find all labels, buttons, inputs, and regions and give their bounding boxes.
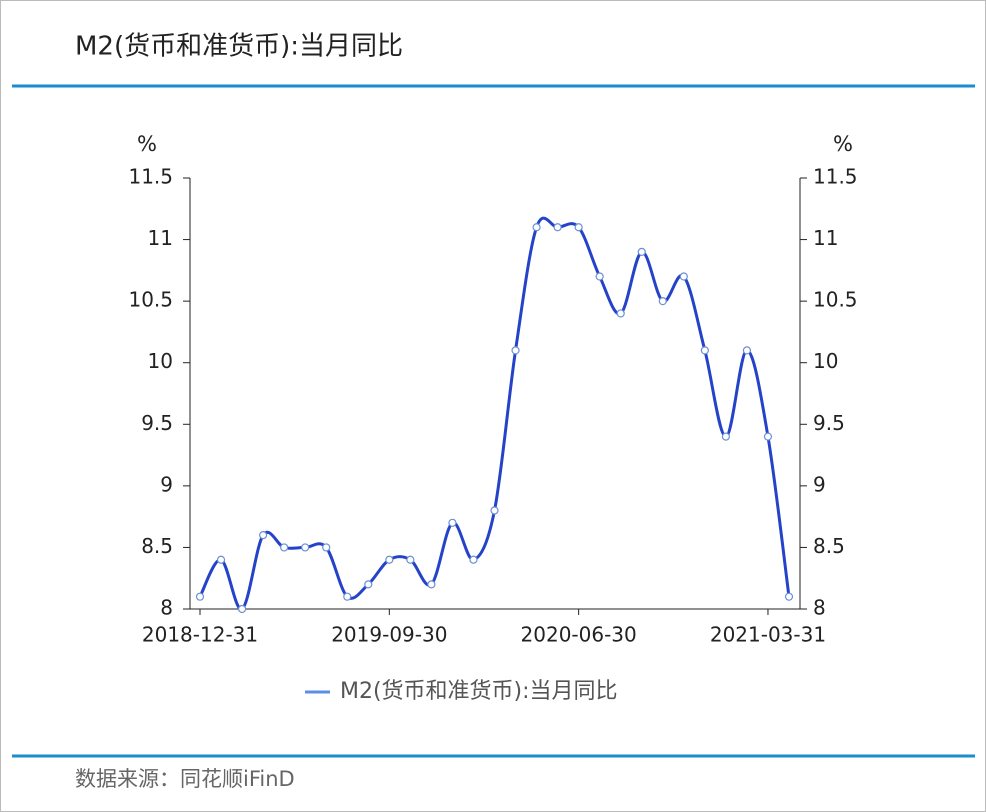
marker — [784, 592, 794, 601]
marker — [259, 531, 268, 540]
marker — [385, 555, 394, 564]
marker — [637, 247, 646, 256]
x-tick-label: 2018-12-31 — [142, 623, 258, 647]
y-tick-label: 9.5 — [141, 411, 173, 435]
marker — [679, 272, 688, 281]
chart-title: M2(货币和准货币):当月同比 — [75, 32, 403, 62]
marker — [237, 604, 247, 614]
marker — [532, 223, 541, 232]
marker — [280, 543, 289, 552]
y-tick-label: 10 — [148, 349, 173, 373]
marker — [553, 223, 562, 232]
marker — [406, 555, 415, 564]
y2-axis-unit: % — [833, 132, 853, 156]
y2-tick-label: 8 — [813, 596, 826, 620]
marker — [574, 223, 583, 232]
marker — [216, 555, 226, 564]
y2-tick-label: 10.5 — [813, 288, 858, 312]
y2-tick-label: 9 — [813, 472, 826, 496]
marker — [448, 518, 457, 527]
y2-tick-label: 8.5 — [813, 534, 845, 558]
marker — [700, 346, 709, 355]
y-tick-label: 10.5 — [128, 288, 173, 312]
x-tick-label: 2019-09-30 — [331, 623, 447, 647]
marker — [511, 346, 520, 355]
marker — [195, 592, 205, 601]
y-tick-label: 8 — [160, 596, 173, 620]
legend-label: M2(货币和准货币):当月同比 — [340, 679, 618, 704]
y-tick-label: 11.5 — [128, 165, 173, 189]
marker — [469, 555, 478, 564]
y-tick-label: 8.5 — [141, 534, 173, 558]
y2-tick-label: 10 — [813, 349, 838, 373]
marker — [616, 309, 625, 318]
marker — [763, 432, 773, 441]
marker — [364, 580, 373, 589]
y-tick-label: 9 — [160, 472, 173, 496]
marker — [427, 580, 436, 589]
y-tick-label: 11 — [148, 226, 173, 250]
source: 数据来源：同花顺iFinD — [75, 767, 295, 791]
y-axis-unit: % — [137, 132, 157, 156]
marker — [721, 432, 730, 441]
marker — [742, 346, 752, 355]
marker — [490, 506, 499, 515]
marker — [595, 272, 604, 281]
marker — [658, 297, 667, 306]
x-tick-label: 2020-06-30 — [521, 623, 637, 647]
marker — [322, 543, 331, 552]
marker — [301, 543, 310, 552]
y2-tick-label: 11 — [813, 226, 838, 250]
x-tick-label: 2021-03-31 — [710, 623, 826, 647]
marker — [343, 592, 352, 601]
y2-tick-label: 9.5 — [813, 411, 845, 435]
y2-tick-label: 11.5 — [813, 165, 858, 189]
